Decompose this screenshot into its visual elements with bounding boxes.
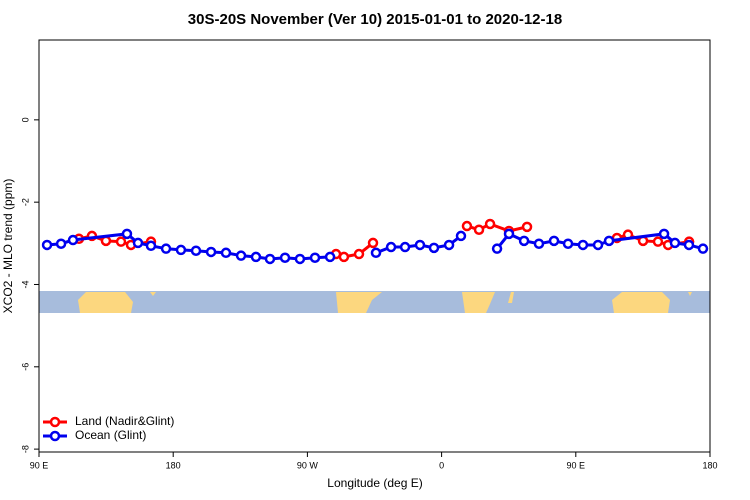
x-tick-label: 90 E bbox=[30, 460, 49, 470]
data-point bbox=[279, 252, 291, 263]
plot-frame bbox=[38, 39, 711, 453]
land-shape bbox=[78, 292, 133, 313]
y-tick-label: 0 bbox=[20, 117, 30, 122]
data-point bbox=[428, 242, 440, 254]
data-point bbox=[353, 248, 365, 260]
data-point bbox=[455, 230, 467, 242]
data-point bbox=[658, 228, 670, 240]
data-point bbox=[669, 237, 681, 249]
data-point bbox=[491, 243, 503, 254]
data-point bbox=[160, 243, 172, 254]
x-tick-label: 90 W bbox=[297, 460, 319, 470]
data-point bbox=[220, 247, 232, 259]
data-point bbox=[697, 243, 709, 254]
legend-label: Ocean (Glint) bbox=[75, 428, 146, 442]
data-point bbox=[577, 239, 589, 251]
land-shape bbox=[336, 292, 382, 313]
y-tick-label: -6 bbox=[20, 363, 30, 371]
data-point bbox=[414, 239, 426, 251]
data-point bbox=[250, 251, 262, 263]
data-point bbox=[503, 228, 515, 240]
data-point bbox=[175, 244, 187, 256]
legend-marker bbox=[49, 430, 61, 442]
data-point bbox=[683, 239, 695, 251]
data-point bbox=[518, 235, 530, 247]
data-point bbox=[533, 238, 545, 249]
data-point bbox=[338, 251, 350, 263]
data-point bbox=[294, 253, 306, 265]
data-point bbox=[370, 247, 382, 259]
data-point bbox=[324, 251, 336, 263]
y-tick-label: -4 bbox=[20, 280, 30, 288]
data-point bbox=[562, 238, 574, 249]
x-axis-label: Longitude (deg E) bbox=[327, 476, 422, 490]
y-tick-label: -8 bbox=[20, 445, 30, 453]
legend-label: Land (Nadir&Glint) bbox=[75, 414, 174, 428]
data-point bbox=[548, 235, 560, 247]
data-point bbox=[67, 234, 79, 246]
data-point bbox=[145, 240, 157, 252]
y-tick-label: -2 bbox=[20, 198, 30, 206]
x-tick-label: 180 bbox=[166, 460, 181, 470]
data-point bbox=[309, 252, 321, 263]
data-point bbox=[443, 239, 455, 251]
land-shape bbox=[462, 292, 495, 313]
x-tick-label: 180 bbox=[702, 460, 717, 470]
data-point bbox=[132, 237, 144, 249]
land-shape bbox=[612, 292, 670, 313]
data-point bbox=[385, 241, 397, 253]
ocean-band bbox=[39, 291, 710, 313]
data-point bbox=[115, 236, 127, 247]
data-point bbox=[121, 228, 133, 240]
data-point bbox=[652, 236, 664, 247]
data-point bbox=[264, 253, 276, 265]
legend-marker bbox=[49, 416, 61, 428]
data-point bbox=[190, 245, 202, 256]
map-strip bbox=[39, 291, 710, 313]
data-point bbox=[235, 250, 247, 261]
y-axis-label: XCO2 - MLO trend (ppm) bbox=[1, 179, 15, 314]
land-shape bbox=[688, 292, 692, 296]
data-point bbox=[55, 238, 67, 249]
land-shape bbox=[508, 292, 514, 303]
chart-title: 30S-20S November (Ver 10) 2015-01-01 to … bbox=[188, 11, 562, 28]
data-point bbox=[461, 220, 473, 232]
data-point bbox=[41, 239, 53, 251]
x-tick-label: 0 bbox=[439, 460, 444, 470]
data-point bbox=[367, 237, 379, 249]
data-point bbox=[603, 235, 615, 247]
data-point bbox=[592, 239, 604, 251]
land-shape bbox=[150, 292, 156, 296]
data-point bbox=[205, 246, 217, 258]
data-point bbox=[521, 221, 533, 233]
data-point bbox=[473, 224, 485, 235]
x-tick-label: 90 E bbox=[567, 460, 586, 470]
data-point bbox=[484, 218, 496, 230]
data-point bbox=[399, 241, 411, 253]
